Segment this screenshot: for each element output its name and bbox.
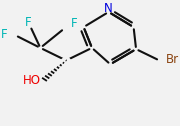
Text: Br: Br [166,53,179,66]
Text: F: F [71,17,78,30]
Text: F: F [0,27,7,41]
Text: F: F [25,15,32,29]
Text: N: N [104,2,113,15]
Text: HO: HO [23,73,41,87]
